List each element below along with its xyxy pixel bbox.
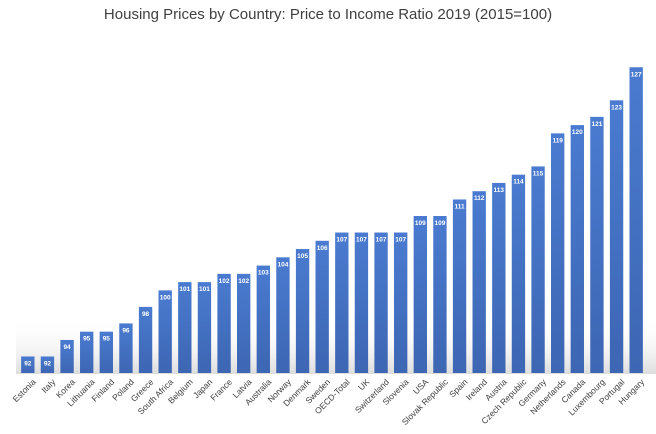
x-tick-label: France	[208, 377, 234, 403]
data-label: 121	[592, 121, 603, 128]
bar-luxembourg	[590, 116, 604, 373]
data-label: 120	[572, 129, 583, 136]
data-label: 109	[415, 220, 426, 227]
bar-hungary	[629, 67, 643, 373]
data-label: 100	[160, 294, 171, 301]
bar-netherlands	[551, 133, 565, 373]
data-label: 111	[454, 203, 465, 210]
data-label: 123	[611, 104, 622, 111]
data-label: 94	[63, 344, 71, 351]
data-label: 103	[258, 270, 269, 277]
bar-portugal	[609, 100, 624, 373]
bar-australia	[256, 265, 270, 373]
bar-korea	[60, 339, 74, 373]
data-label: 104	[278, 261, 289, 268]
data-label: 107	[376, 237, 387, 244]
x-tick-label: Finland	[89, 377, 116, 404]
data-label: 92	[24, 360, 32, 367]
bar-south-africa	[158, 290, 172, 373]
bar-japan	[197, 282, 212, 373]
bar-italy	[40, 356, 55, 373]
data-label: 101	[199, 286, 210, 293]
bar-sweden	[315, 240, 329, 373]
data-label: 96	[122, 327, 130, 334]
data-label: 92	[44, 360, 52, 367]
data-label: 107	[336, 237, 347, 244]
data-label: 119	[552, 137, 563, 144]
bar-austria	[492, 182, 506, 373]
x-tick-label: UK	[356, 377, 372, 393]
data-label: 105	[297, 253, 308, 260]
bar-denmark	[295, 249, 310, 373]
bar-norway	[276, 257, 290, 373]
bar-belgium	[178, 282, 192, 373]
bar-uk	[354, 232, 369, 373]
data-label: 114	[513, 179, 524, 186]
bar-switzerland	[374, 232, 388, 373]
bar-finland	[99, 331, 113, 373]
bar-estonia	[21, 356, 35, 373]
data-label: 102	[219, 278, 230, 285]
data-label: 112	[474, 195, 485, 202]
bar-czech-republic	[511, 174, 526, 373]
data-label: 107	[356, 237, 367, 244]
bar-oecd-total	[335, 232, 349, 373]
data-label: 115	[533, 170, 544, 177]
bar-latvia	[237, 273, 251, 373]
data-label: 98	[142, 311, 150, 318]
data-label: 107	[395, 237, 406, 244]
bar-greece	[138, 306, 153, 373]
data-label: 109	[435, 220, 446, 227]
bar-lithuania	[80, 331, 94, 373]
bar-poland	[119, 323, 133, 373]
chart-title: Housing Prices by Country: Price to Inco…	[103, 6, 553, 23]
data-label: 106	[317, 245, 328, 252]
bar-france	[217, 273, 231, 373]
bar-ireland	[472, 191, 486, 373]
data-label: 127	[631, 71, 642, 78]
bar-usa	[413, 216, 427, 373]
bar-spain	[452, 199, 467, 373]
data-label: 102	[238, 278, 249, 285]
bar-slovak-republic	[433, 216, 447, 373]
data-label: 95	[83, 336, 91, 343]
bar-slovenia	[394, 232, 408, 373]
data-label: 101	[179, 286, 190, 293]
bar-germany	[531, 166, 545, 373]
data-label: 113	[494, 187, 505, 194]
x-tick-label: Estonia	[11, 377, 38, 404]
data-label: 95	[103, 336, 111, 343]
bar-canada	[570, 125, 584, 373]
